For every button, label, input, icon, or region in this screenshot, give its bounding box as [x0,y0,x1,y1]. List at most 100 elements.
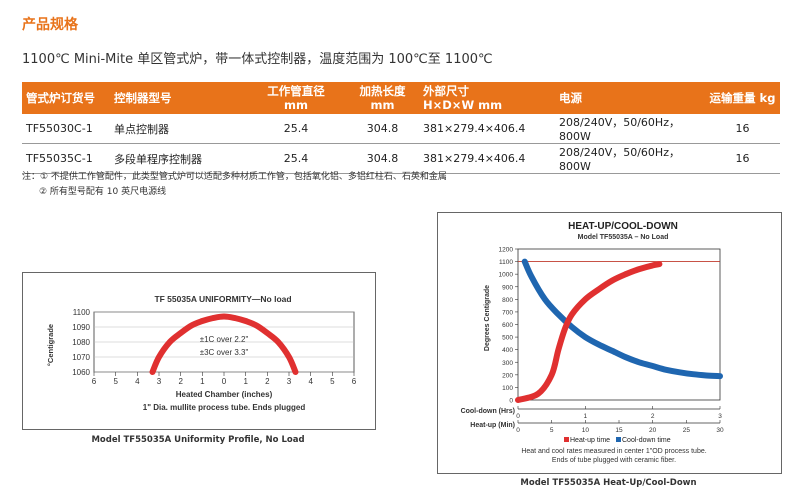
notes: 注：① 不提供工作管配件，此类型管式炉可以适配多种材质工作管，包括氧化铝、多铝红… [22,170,447,200]
cell-heat-len: 304.8 [346,114,419,144]
header-tube-dia: 工作管直径 mm [246,82,346,114]
cell-power: 208/240V，50/60Hz，800W [555,114,705,144]
uniformity-annotation-1: ±1C over 2.2" [200,335,249,344]
header-weight: 运输重量 kg [705,82,780,114]
legend-heatup-swatch [564,437,569,442]
heatup-series-line [515,261,663,403]
table-header-row: 管式炉订货号 控制器型号 工作管直径 mm 加热长度 mm 外部尺寸 H×D×W mm… [22,82,780,114]
heatup-y-tick-label: 600 [502,322,513,329]
uniformity-x-tick-label: 1 [243,377,248,386]
heatup-y-tick-label: 900 [502,284,513,291]
heatup-y-tick-label: 1200 [499,247,514,254]
uniformity-y-tick-label: 1100 [73,308,91,317]
uniformity-x-tick-label: 6 [92,377,97,386]
uniformity-caption: Model TF55035A Uniformity Profile, No Lo… [91,435,305,445]
uniformity-chart-title: TF 55035A UNIFORMITY—No load [154,294,291,304]
header-heat-len: 加热长度 mm [346,82,419,114]
cell-power: 208/240V，50/60Hz，800W [555,143,705,174]
heatup-note-1: Heat and cool rates measured in center 1… [521,448,706,455]
uniformity-y-tick-label: 1090 [72,323,90,332]
spec-table: 管式炉订货号 控制器型号 工作管直径 mm 加热长度 mm 外部尺寸 H×D×W mm… [22,82,780,174]
uniformity-x-tick-label: 0 [222,377,227,386]
cell-controller: 多段单程序控制器 [110,143,246,174]
uniformity-x-tick-label: 3 [157,377,162,386]
uniformity-x-tick-label: 1 [200,377,205,386]
heatup-y-tick-label: 400 [502,347,513,354]
cell-dims: 381×279.4×406.4 [419,114,555,144]
uniformity-x-ticks: 6 5 4 3 2 1 0 1 2 3 4 5 6 [92,372,357,386]
uniformity-x-tick-label: 6 [352,377,357,386]
uniformity-chart: TF 55035A UNIFORMITY—No load °Centigrade… [46,294,357,412]
uniformity-x-tick-label: 4 [135,377,140,386]
note-1: 注：① 不提供工作管配件，此类型管式炉可以适配多种材质工作管，包括氧化铝、多铝红… [22,172,447,182]
axis-tick-label: 2 [651,413,655,420]
header-dims-unit: H×D×W mm [423,98,503,112]
heatup-y-axis-label: Degrees Centigrade [484,285,491,351]
header-tube-dia-unit: mm [284,98,308,112]
axis-tick-label: 3 [718,413,722,420]
heatup-note-2: Ends of tube plugged with ceramic fiber. [552,457,676,464]
header-controller: 控制器型号 [110,82,246,114]
heatup-chart-box: HEAT-UP/COOL-DOWN Model TF55035A – No Lo… [437,212,782,474]
uniformity-x-axis-label-2: 1" Dia. mullite process tube. Ends plugg… [143,403,306,412]
uniformity-y-axis-label: °Centigrade [46,324,55,366]
cell-heat-len: 304.8 [346,143,419,174]
uniformity-x-tick-label: 2 [178,377,183,386]
header-heat-len-label: 加热长度 [359,84,406,98]
heatup-y-tick-label: 700 [502,309,513,316]
heatup-y-tick-label: 1000 [499,272,514,279]
heatup-y-tick-label: 500 [502,335,513,342]
heatup-chart: HEAT-UP/COOL-DOWN Model TF55035A – No Lo… [461,221,724,464]
axis-tick-label: 30 [716,427,724,434]
heatup-y-tick-label: 1100 [499,259,513,266]
uniformity-x-tick-label: 5 [113,377,118,386]
heatup-axis-ticks: 0 5 10 15 20 25 30 [516,420,724,434]
heatup-axis-label: Heat-up (Min) [470,422,515,429]
uniformity-annotation-2: ±3C over 3.3" [200,348,249,357]
header-tube-dia-label: 工作管直径 [267,84,325,98]
uniformity-x-tick-label: 5 [330,377,335,386]
uniformity-x-tick-label: 3 [287,377,292,386]
axis-tick-label: 0 [516,413,520,420]
heatup-y-tick-label: 300 [502,360,513,367]
heatup-caption: Model TF55035A Heat-Up/Cool-Down [520,478,697,488]
uniformity-x-tick-label: 4 [308,377,313,386]
heatup-y-tick-label: 0 [509,398,513,405]
axis-tick-label: 25 [683,427,691,434]
axis-tick-label: 20 [649,427,657,434]
table-row: TF55030C-1 单点控制器 25.4 304.8 381×279.4×40… [22,114,780,144]
cell-controller: 单点控制器 [110,114,246,144]
axis-tick-label: 1 [584,413,588,420]
axis-tick-label: 10 [582,427,590,434]
legend-heatup-label: Heat-up time [570,437,610,444]
heatup-y-tick-label: 100 [502,385,513,392]
cell-weight: 16 [705,143,780,174]
axis-tick-label: 0 [516,427,520,434]
cell-order-no: TF55030C-1 [22,114,110,144]
axis-tick-label: 15 [615,427,623,434]
header-power: 电源 [555,82,705,114]
heatup-y-tick-label: 800 [502,297,513,304]
cell-order-no: TF55035C-1 [22,143,110,174]
uniformity-x-axis-label: Heated Chamber (inches) [176,390,273,399]
legend-cooldown-label: Cool-down time [622,437,671,444]
axis-tick-label: 5 [550,427,554,434]
cooldown-axis-label: Cool-down (Hrs) [461,408,515,415]
legend-cooldown-swatch [616,437,621,442]
heatup-chart-subtitle: Model TF55035A – No Load [578,234,669,241]
uniformity-y-tick-label: 1080 [72,338,90,347]
cooldown-axis-ticks: 0 1 2 3 [516,406,722,420]
header-dims-label: 外部尺寸 [423,84,469,98]
header-order-no: 管式炉订货号 [22,82,110,114]
uniformity-y-tick-label: 1060 [72,368,90,377]
cell-dims: 381×279.4×406.4 [419,143,555,174]
cooldown-series-line [521,258,723,380]
header-dims: 外部尺寸 H×D×W mm [419,82,555,114]
section-title: 产品规格 [22,17,78,33]
uniformity-x-tick-label: 2 [265,377,270,386]
heatup-y-tick-label: 200 [502,372,513,379]
uniformity-curve [149,313,299,375]
cell-tube-dia: 25.4 [246,114,346,144]
uniformity-y-tick-label: 1070 [72,353,90,362]
